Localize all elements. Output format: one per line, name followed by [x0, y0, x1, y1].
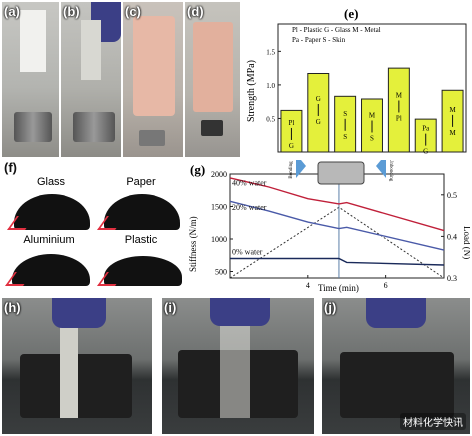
weight — [73, 112, 115, 142]
label-plastic: Plastic — [124, 234, 158, 246]
stiffness-chart: (g) Stiffness (N/m) Load (N) Time (min) … — [188, 160, 470, 293]
contact-angle-glass: Glass — [7, 176, 92, 230]
strength-axis-label: Strength (MPa) — [246, 60, 257, 122]
series-label-0: 40% water — [232, 179, 267, 188]
bar-label-top: M — [396, 91, 403, 99]
y-tick-label-right: 0.3 — [447, 274, 457, 283]
glove-hand — [52, 298, 106, 328]
glove-hand — [366, 298, 426, 328]
series-line-1 — [229, 200, 445, 251]
watermark: 材料化学快讯 — [400, 413, 466, 430]
panel-label-a: (a) — [4, 4, 20, 19]
bar-label-top: G — [316, 95, 321, 103]
contact-angle-plastic: Plastic — [97, 234, 184, 288]
bar-label-bottom: G — [423, 148, 428, 156]
label-paper: Paper — [126, 176, 156, 188]
paper-strip — [20, 10, 46, 72]
panel-label-c: (c) — [125, 4, 141, 19]
bonding-label: Bonding — [289, 161, 294, 179]
legend-line-2: Pa - Paper S - Skin — [292, 36, 346, 44]
photo-c: (c) — [123, 2, 183, 157]
photo-a: (a) — [2, 2, 59, 157]
bar-label-top: Pa — [422, 125, 430, 133]
photo-d: (d) — [185, 2, 240, 157]
bar-label-top: Pl — [289, 119, 295, 127]
photo-b: (b) — [61, 2, 121, 157]
skin-sample — [133, 16, 175, 116]
photo-j: (j) 材料化学快讯 — [322, 298, 470, 434]
strength-chart: (e) Strength (MPa) 0.5 1.0 1.5 Pl G G G S S M S M P… — [246, 6, 467, 156]
glass-strip — [81, 20, 101, 80]
bar-label-bottom: G — [289, 142, 294, 150]
legend-line-1: Pl - Plastic G - Glass M - Metal — [292, 26, 381, 34]
panel-label-j: (j) — [324, 300, 337, 315]
panel-label-h: (h) — [4, 300, 21, 315]
panel-label-b: (b) — [63, 4, 80, 19]
load-axis-label: Load (N) — [462, 226, 470, 259]
chart-frame — [229, 173, 445, 279]
x-tick-label: 6 — [384, 281, 388, 290]
unbonding-label: Unbonding — [388, 160, 393, 182]
immersed-sample — [340, 352, 454, 418]
bar-label-bottom: S — [370, 135, 374, 143]
bar-label-bottom: S — [343, 133, 347, 141]
y-tick-label-right: 0.5 — [447, 191, 457, 200]
bar-label-top: M — [369, 112, 376, 120]
stiffness-axis-label: Stiffness (N/m) — [188, 216, 198, 272]
glove-hand — [210, 298, 270, 326]
panel-label-f: (f) — [4, 160, 17, 175]
bar-label-bottom: G — [316, 118, 321, 126]
y-tick-label-left: 2000 — [211, 170, 227, 179]
x-tick-label: 4 — [306, 281, 310, 290]
series-line-2 — [230, 257, 445, 266]
contact-angle-panel: (f) Glass Paper Aluminium Plastic — [2, 160, 186, 290]
y-tick-label: 1.5 — [266, 48, 275, 56]
panel-label-g: (g) — [190, 162, 205, 177]
skin-sample — [193, 22, 233, 112]
droplet — [104, 256, 182, 286]
left-arrow-icon — [296, 160, 306, 178]
y-tick-label-right: 0.4 — [447, 232, 457, 241]
y-tick-label: 1.0 — [266, 82, 275, 90]
panel-label-e: (e) — [344, 6, 358, 21]
contact-angle-paper: Paper — [97, 176, 184, 230]
photo-h: (h) — [2, 298, 152, 434]
bar-label-bottom: Pl — [396, 114, 402, 122]
sample-strip — [60, 318, 78, 418]
weight — [201, 120, 223, 136]
bar-label-bottom: M — [449, 129, 456, 137]
series-label-1: 20% water — [232, 203, 267, 212]
y-tick-label: 0.5 — [266, 115, 275, 123]
strength-chart-panel: (e) Strength (MPa) 0.5 1.0 1.5 Pl G G G S S M S M P… — [244, 2, 470, 160]
contact-angle-aluminium: Aluminium — [4, 234, 94, 288]
weight — [14, 112, 52, 142]
time-axis-label: Time (min) — [318, 283, 359, 293]
glass-slide — [220, 322, 250, 418]
label-glass: Glass — [36, 176, 66, 188]
stiffness-chart-panel: (g) Stiffness (N/m) Load (N) Time (min) … — [188, 160, 470, 294]
right-arrow-icon — [376, 160, 386, 178]
bar-label-top: S — [343, 110, 347, 118]
weight-icon — [317, 161, 365, 185]
y-tick-label-left: 1000 — [211, 235, 227, 244]
panel-label-i: (i) — [164, 300, 177, 315]
series-label-2: 0% water — [232, 248, 263, 257]
photo-i: (i) — [162, 298, 314, 434]
panel-label-d: (d) — [187, 4, 204, 19]
label-aluminium: Aluminium — [23, 234, 75, 246]
y-tick-label-left: 1500 — [211, 203, 227, 212]
y-tick-label-left: 500 — [215, 268, 227, 277]
bar-label-top: M — [449, 106, 456, 114]
weight — [139, 130, 165, 146]
series-line-0 — [229, 177, 445, 232]
